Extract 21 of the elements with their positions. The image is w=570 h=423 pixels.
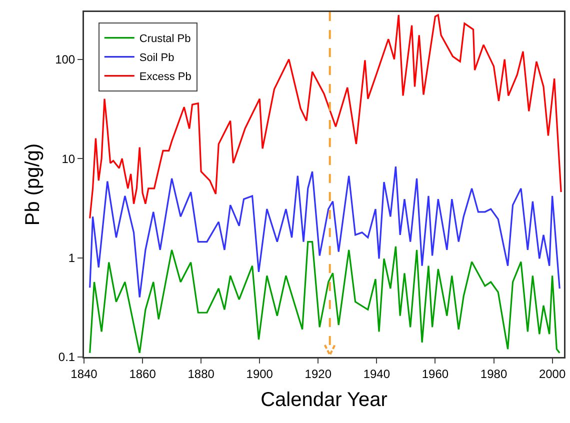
line-series [89, 166, 560, 298]
y-axis-title: Pb (pg/g) [22, 143, 44, 226]
x-tick-label: 1860 [129, 366, 156, 381]
x-tick-label: 1980 [480, 366, 508, 381]
y-tick-label: 0.1 [58, 350, 76, 364]
x-tick-label: 1880 [188, 366, 215, 381]
x-tick-label: 1840 [70, 366, 98, 381]
legend-label: Crustal Pb [139, 33, 191, 46]
x-tick-label: 1920 [304, 366, 332, 381]
x-tick-label: 1900 [246, 366, 274, 381]
y-tick-label: 1 [68, 250, 76, 265]
y-tick-label: 100 [55, 52, 76, 67]
legend-label: Excess Pb [139, 71, 192, 84]
y-tick-label: 10 [62, 152, 76, 166]
x-tick-label: 2000 [538, 366, 566, 381]
line-series [89, 240, 560, 354]
x-axis-title: Calendar Year [260, 389, 388, 412]
x-tick-label: 1960 [422, 366, 449, 381]
legend-label: Soil Pb [139, 52, 174, 64]
x-tick-label: 1940 [363, 366, 390, 381]
line-series [89, 14, 562, 220]
